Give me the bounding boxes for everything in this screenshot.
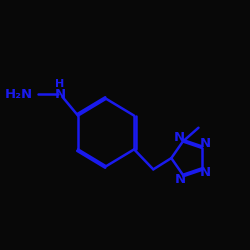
Text: H: H [56,79,65,89]
Text: N: N [175,173,186,186]
Text: N: N [54,88,66,101]
Text: N: N [200,166,211,179]
Text: N: N [200,137,211,150]
Text: H₂N: H₂N [4,88,32,101]
Text: N: N [174,131,184,144]
